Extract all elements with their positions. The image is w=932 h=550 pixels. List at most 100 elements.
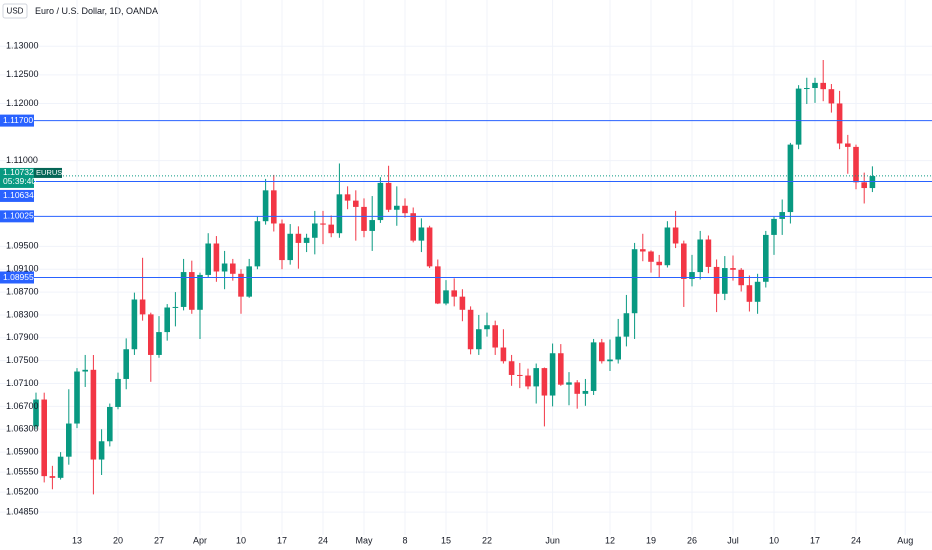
candle-body: [607, 359, 613, 362]
x-tick-label: Aug: [897, 535, 913, 545]
chart-title: Euro / U.S. Dollar, 1D, OANDA: [35, 6, 158, 16]
y-tick-label: 1.09500: [6, 241, 39, 251]
candle-body: [746, 285, 753, 302]
candle-body: [828, 89, 835, 104]
level-label-box: [0, 210, 34, 223]
candle-body: [443, 290, 449, 304]
candle-body: [156, 332, 162, 355]
candle-body: [631, 249, 638, 314]
currency-box[interactable]: [2, 3, 28, 19]
y-tick-label: 1.09100: [6, 264, 39, 274]
candle-body: [369, 220, 375, 231]
candle-body: [394, 205, 400, 210]
x-tick-label: 15: [441, 535, 451, 545]
candle-body: [172, 306, 179, 308]
candle-body: [123, 349, 129, 379]
candle-body: [107, 406, 113, 442]
candle-body: [189, 272, 195, 310]
candle-body: [656, 261, 662, 266]
candle-body: [262, 190, 269, 222]
level-label: 1.11700: [3, 115, 33, 125]
symbol-tag-box: [34, 167, 62, 178]
x-tick-label: 12: [605, 535, 615, 545]
y-tick-label: 1.11000: [6, 155, 38, 165]
candle-body: [779, 212, 785, 219]
x-tick-label: 24: [851, 535, 861, 545]
candle-body: [279, 223, 285, 261]
y-tick-label: 1.05550: [6, 467, 39, 477]
x-tick-label: 19: [646, 535, 656, 545]
x-tick-label: 20: [113, 535, 123, 545]
candle-body: [640, 249, 646, 252]
candle-body: [795, 88, 802, 145]
level-label-box: [0, 189, 34, 202]
candle-body: [525, 375, 531, 387]
candle-body: [180, 272, 187, 307]
plot: [0, 60, 932, 495]
x-tick-label: 10: [236, 535, 246, 545]
candle-body: [418, 227, 425, 241]
level-label: 1.10025: [3, 211, 34, 221]
y-tick-label: 1.12000: [6, 98, 39, 108]
candle-body: [853, 146, 859, 183]
candle-body: [492, 325, 498, 348]
candle-body: [246, 266, 252, 297]
candle-body: [435, 266, 441, 304]
axis: 1.13000 1.12500 1.12000 1.11000 1.09500 1.091…: [0, 41, 913, 545]
y-tick-label: 1.05900: [6, 446, 39, 456]
candle-body: [861, 182, 867, 189]
x-tick-label: 22: [482, 535, 492, 545]
y-tick-label: 1.07900: [6, 332, 39, 342]
candle-body: [845, 143, 851, 147]
candle-body: [590, 342, 597, 391]
candle-body: [705, 239, 712, 267]
candle-body: [713, 266, 720, 294]
candle-body: [599, 342, 605, 362]
candle-body: [115, 378, 121, 407]
candle-body: [820, 82, 826, 90]
candle-body: [74, 371, 80, 424]
candle-body: [385, 182, 392, 210]
candle-body: [623, 313, 630, 337]
candle-body: [131, 299, 138, 350]
candle-body: [303, 237, 310, 243]
candle-body: [484, 325, 490, 330]
level-label: 1.08955: [3, 272, 34, 282]
candle-body: [582, 390, 589, 394]
candle-body: [648, 251, 654, 262]
candle-body: [812, 82, 818, 89]
candle-body: [230, 263, 236, 274]
candle-body: [533, 368, 539, 387]
candle-body: [164, 307, 170, 333]
candle-body: [804, 88, 810, 90]
y-tick-label: 1.08300: [6, 309, 39, 319]
candle-body: [787, 144, 794, 213]
candle-body: [730, 268, 736, 270]
candle-body: [476, 329, 482, 350]
candle-body: [574, 382, 580, 394]
x-tick-label: 17: [810, 535, 820, 545]
currency[interactable]: USD: [7, 7, 24, 16]
candle-body: [689, 272, 695, 279]
candle-body: [336, 194, 343, 234]
y-tick-label: 1.12500: [6, 69, 39, 79]
candle-body: [33, 399, 39, 427]
candle-body: [353, 200, 359, 207]
candle-body: [320, 223, 326, 225]
candle-body: [508, 361, 515, 375]
candle-body: [549, 353, 556, 396]
candle-body: [771, 218, 777, 235]
candle-body: [66, 423, 72, 457]
candle-body: [664, 227, 671, 266]
candle-body: [82, 369, 88, 372]
candle-body: [517, 374, 523, 376]
candle-body: [467, 309, 474, 350]
candle-body: [558, 353, 564, 385]
candle-body: [312, 223, 318, 238]
candle-body: [295, 233, 302, 243]
y-tick-label: 1.05200: [6, 487, 39, 497]
y-tick-label: 1.06700: [6, 401, 39, 411]
candle-body: [271, 190, 277, 224]
level-label: 1.10634: [3, 190, 34, 200]
candle-body: [869, 176, 876, 189]
